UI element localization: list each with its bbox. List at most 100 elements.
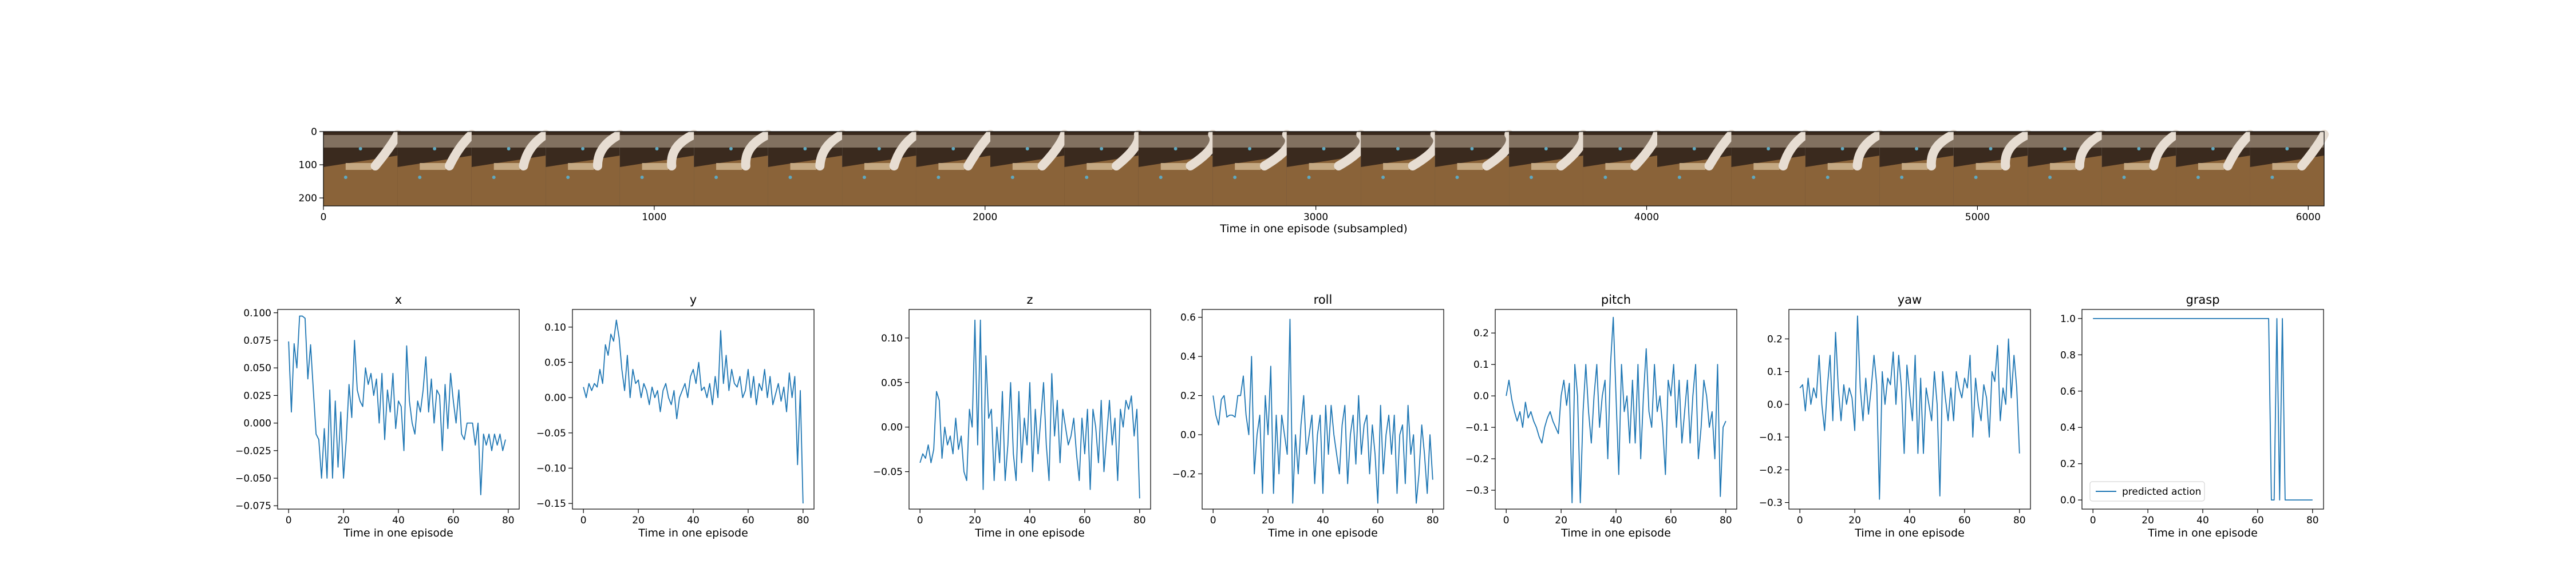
filmstrip-frame xyxy=(1509,130,1588,206)
frame-board xyxy=(1605,163,1631,170)
y-tick-label: 0.2 xyxy=(1180,391,1196,402)
filmstrip-frame xyxy=(1064,130,1144,206)
y-tick-label: 0.0 xyxy=(1473,391,1489,402)
frame-wall xyxy=(2101,135,2176,148)
frame-wall xyxy=(323,135,398,148)
y-tick-label: −0.2 xyxy=(1172,468,1196,480)
series-line xyxy=(919,319,1140,499)
frame-robot-arm xyxy=(2001,130,2033,170)
y-tick-label: 0.8 xyxy=(2060,349,2076,361)
x-tick-label: 0 xyxy=(286,515,292,526)
filmstrip-x-tick-label: 4000 xyxy=(1634,212,1659,223)
frame-board xyxy=(1753,163,1780,170)
frame-wall xyxy=(397,135,472,148)
x-axis-title: Time in one episode xyxy=(1854,527,1965,539)
frame-robot-arm xyxy=(741,130,773,170)
frame-board xyxy=(2198,163,2225,170)
chart-panel-x: x 0 20 40 60 80 −0.075 −0.050 −0.025 0.000 0.025 0.… xyxy=(235,293,520,539)
x-tick-label: 40 xyxy=(1317,515,1329,526)
y-tick-label: −0.050 xyxy=(235,473,271,484)
filmstrip-frame xyxy=(471,130,551,206)
frame-robot-arm xyxy=(815,130,847,170)
frame-object xyxy=(937,176,941,179)
frame-object xyxy=(803,147,807,150)
filmstrip-axes: 0 1000 2000 3000 4000 5000 6000 0 100 200 xyxy=(299,126,2325,223)
filmstrip-frame xyxy=(1805,130,1884,206)
frame-object xyxy=(1322,147,1326,150)
filmstrip-frame xyxy=(2101,130,2181,206)
x-tick-label: 60 xyxy=(2251,515,2264,526)
frame-board xyxy=(1902,163,1928,170)
y-tick-label: 0.6 xyxy=(1180,312,1196,324)
frame-object xyxy=(2137,147,2141,150)
y-tick-label: −0.1 xyxy=(1759,432,1783,443)
series-line xyxy=(583,319,804,504)
frame-robot-arm xyxy=(1926,130,1958,170)
frame-object xyxy=(1677,176,1681,179)
x-axis-title: Time in one episode xyxy=(1267,527,1378,539)
chart-title: roll xyxy=(1314,293,1333,307)
y-tick-label: 0.000 xyxy=(243,418,271,430)
x-axis-title: Time in one episode xyxy=(638,527,748,539)
filmstrip-x-tick-label: 1000 xyxy=(642,212,666,223)
chart-title: grasp xyxy=(2186,293,2219,307)
frame-object xyxy=(1974,176,1978,179)
frame-object xyxy=(1544,147,1548,150)
series-line xyxy=(2093,317,2313,501)
x-tick-label: 60 xyxy=(1665,515,1677,526)
frame-wall xyxy=(990,135,1065,148)
frame-wall xyxy=(1435,135,1510,148)
chart-panel-roll: roll 0 20 40 60 80 −0.2 0.0 0.2 0.4 0.6 Time in one… xyxy=(1172,293,1444,539)
chart-panel-grasp: grasp 0 20 40 60 80 0.0 0.2 0.4 0.6 0.8 1.0 Time in … xyxy=(2060,293,2324,539)
filmstrip-frame xyxy=(694,130,773,206)
x-tick-label: 20 xyxy=(1555,515,1567,526)
y-tick-label: −0.2 xyxy=(1465,454,1489,465)
y-tick-label: 0.10 xyxy=(881,333,903,344)
frame-object xyxy=(1826,176,1830,179)
frame-object xyxy=(1752,176,1756,179)
frame-robot-arm xyxy=(963,130,995,170)
frame-board xyxy=(716,163,742,170)
frame-wall xyxy=(916,135,990,148)
filmstrip-frame xyxy=(546,130,625,206)
y-tick-label: 0.05 xyxy=(544,357,566,368)
frame-object xyxy=(566,176,570,179)
frame-board xyxy=(1160,163,1187,170)
frame-object xyxy=(1470,147,1474,150)
x-tick-label: 0 xyxy=(1797,515,1803,526)
frame-board xyxy=(493,163,520,170)
frame-object xyxy=(714,176,718,179)
frame-object xyxy=(1159,176,1163,179)
x-tick-label: 0 xyxy=(1210,515,1216,526)
y-tick-label: 0.1 xyxy=(1767,367,1783,378)
frame-object xyxy=(655,147,659,150)
filmstrip-frame xyxy=(323,130,402,206)
frame-robot-arm xyxy=(667,130,699,170)
filmstrip-x-tick-label: 5000 xyxy=(1965,212,1990,223)
frame-object xyxy=(507,147,511,150)
x-tick-label: 20 xyxy=(2142,515,2154,526)
series-line xyxy=(1212,319,1433,504)
legend-label: predicted action xyxy=(2122,486,2201,498)
series-line xyxy=(1506,316,1726,503)
y-tick-label: −0.05 xyxy=(536,428,566,439)
chart-title: pitch xyxy=(1601,293,1631,307)
chart-panel-y: y 0 20 40 60 80 −0.15 −0.10 −0.05 0.00 0.05 0.10 Tim… xyxy=(536,293,815,539)
frame-board xyxy=(2272,163,2298,170)
frame-board xyxy=(1309,163,1335,170)
filmstrip-frame xyxy=(619,130,699,206)
filmstrip-frame xyxy=(1138,130,1219,206)
frame-board xyxy=(1457,163,1483,170)
y-tick-label: 0.05 xyxy=(881,378,903,389)
frame-robot-arm xyxy=(889,130,921,170)
chart-panel-pitch: pitch 0 20 40 60 80 −0.3 −0.2 −0.1 0.0 0.1 0.2 Time … xyxy=(1465,293,1737,539)
frame-object xyxy=(2048,176,2052,179)
y-tick-label: 0.2 xyxy=(1767,333,1783,345)
frame-object xyxy=(1307,176,1311,179)
frame-object xyxy=(1692,147,1696,150)
frame-board xyxy=(1531,163,1558,170)
y-tick-label: 0.0 xyxy=(1767,399,1783,411)
y-tick-label: −0.3 xyxy=(1465,485,1489,496)
frame-object xyxy=(1025,147,1029,150)
